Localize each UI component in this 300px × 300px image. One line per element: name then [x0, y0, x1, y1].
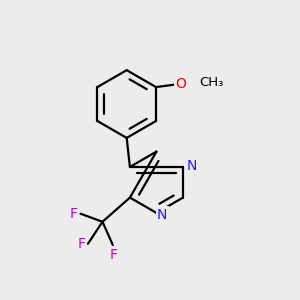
Text: F: F — [70, 207, 78, 221]
Text: N: N — [186, 159, 197, 173]
Text: O: O — [175, 77, 186, 91]
Text: F: F — [77, 237, 86, 251]
Text: CH₃: CH₃ — [200, 76, 224, 89]
Text: N: N — [157, 208, 167, 221]
Text: F: F — [110, 248, 118, 262]
